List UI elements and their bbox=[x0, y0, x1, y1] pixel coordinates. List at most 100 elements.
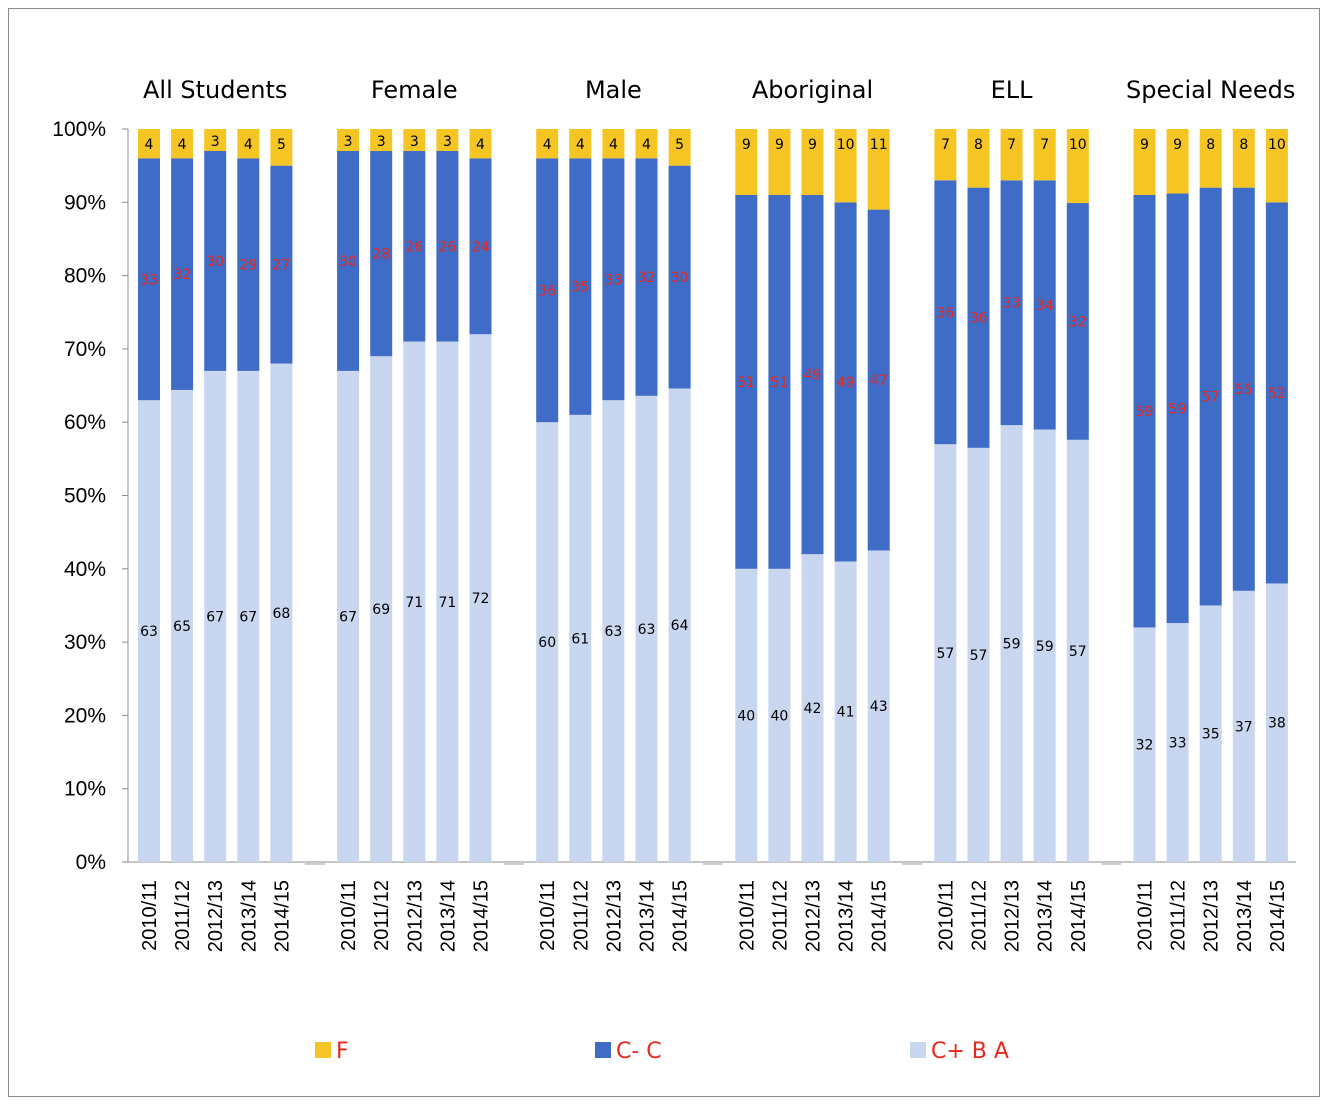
bar-segment bbox=[1199, 187, 1222, 606]
bar-segment bbox=[735, 194, 758, 569]
bar-segment bbox=[536, 129, 559, 159]
x-tick-label: 2010/11 bbox=[736, 880, 758, 951]
x-tick-label: 2012/13 bbox=[603, 880, 625, 952]
bar-segment bbox=[138, 158, 160, 401]
bar-segment bbox=[403, 341, 426, 862]
data-label: 35 bbox=[1202, 727, 1220, 743]
bar-segment bbox=[768, 129, 791, 195]
bar-segment bbox=[204, 150, 227, 371]
data-label: 24 bbox=[472, 239, 490, 255]
data-label: 26 bbox=[438, 239, 456, 255]
legend-swatch bbox=[315, 1042, 331, 1058]
bar-segment bbox=[602, 158, 625, 401]
bar-segment bbox=[1000, 129, 1023, 181]
data-label: 3 bbox=[377, 134, 386, 150]
bar-segment bbox=[270, 165, 293, 364]
bar-segment bbox=[602, 129, 625, 159]
bar-segment bbox=[370, 356, 393, 862]
bar-segment bbox=[1066, 203, 1089, 440]
bar-segment bbox=[569, 414, 592, 862]
data-label: 57 bbox=[970, 648, 988, 664]
bar-segment bbox=[967, 447, 990, 862]
bar-segment bbox=[768, 194, 791, 569]
legend-label: C- C bbox=[616, 1039, 662, 1064]
bar-segment bbox=[1232, 129, 1255, 188]
bar-segment bbox=[469, 129, 492, 159]
data-label: 8 bbox=[974, 137, 983, 153]
data-label: 47 bbox=[870, 373, 888, 389]
bar-segment bbox=[1232, 187, 1255, 591]
data-label: 57 bbox=[936, 646, 954, 662]
bar-segment bbox=[171, 158, 194, 390]
bar-segment bbox=[436, 129, 459, 151]
data-label: 52 bbox=[1268, 386, 1286, 402]
bar-segment bbox=[635, 395, 658, 862]
x-tick-label: 2011/12 bbox=[172, 880, 194, 951]
data-label: 40 bbox=[737, 708, 755, 724]
x-tick-label: 2013/14 bbox=[238, 880, 260, 952]
data-label: 3 bbox=[443, 134, 452, 150]
x-tick-label: 2014/15 bbox=[471, 880, 493, 952]
data-label: 49 bbox=[804, 368, 822, 384]
data-label: 63 bbox=[140, 624, 158, 640]
bar-segment bbox=[934, 180, 957, 445]
data-label: 36 bbox=[936, 305, 954, 321]
x-tick-label: 2010/11 bbox=[935, 880, 957, 951]
bar-segment bbox=[1166, 193, 1189, 624]
bar-segment bbox=[834, 561, 857, 862]
x-tick-label: 2010/11 bbox=[338, 880, 360, 951]
x-tick-label: 2011/12 bbox=[371, 880, 393, 951]
data-label: 51 bbox=[737, 375, 755, 391]
data-label: 59 bbox=[1169, 401, 1187, 417]
x-tick-label: 2012/13 bbox=[205, 880, 227, 952]
bar-segment bbox=[370, 150, 393, 357]
data-label: 65 bbox=[173, 619, 191, 635]
data-label: 27 bbox=[272, 258, 290, 274]
data-label: 67 bbox=[206, 609, 224, 625]
x-tick-label: 2013/14 bbox=[836, 880, 858, 952]
data-label: 38 bbox=[1268, 716, 1286, 732]
bar-segment bbox=[668, 129, 691, 166]
bar-segment bbox=[1133, 129, 1156, 195]
bar-segment bbox=[1265, 202, 1288, 584]
y-tick-label: 100% bbox=[52, 118, 106, 141]
y-tick-label: 70% bbox=[64, 338, 106, 361]
bar-segment bbox=[469, 334, 492, 862]
data-label: 43 bbox=[870, 699, 888, 715]
bar-segment bbox=[536, 422, 559, 862]
bar-segment bbox=[1033, 129, 1056, 181]
y-tick-label: 0% bbox=[76, 851, 106, 874]
bar-segment bbox=[138, 129, 160, 159]
x-tick-label: 2011/12 bbox=[570, 880, 592, 951]
bar-segment bbox=[934, 444, 957, 862]
bar-segment bbox=[934, 129, 957, 181]
data-label: 9 bbox=[808, 137, 817, 153]
bar-segment bbox=[1133, 194, 1156, 628]
data-label: 34 bbox=[1036, 298, 1054, 314]
y-tick-label: 50% bbox=[64, 485, 106, 508]
bar-segment bbox=[237, 129, 260, 159]
data-label: 32 bbox=[1069, 314, 1087, 330]
bar-segment bbox=[1232, 590, 1255, 862]
data-label: 3 bbox=[211, 134, 220, 150]
y-tick-label: 30% bbox=[64, 631, 106, 654]
data-label: 36 bbox=[538, 283, 556, 299]
data-label: 36 bbox=[970, 311, 988, 327]
bar-segment bbox=[337, 129, 360, 151]
data-label: 72 bbox=[472, 591, 490, 607]
data-label: 9 bbox=[742, 137, 751, 153]
bar-segment bbox=[967, 187, 990, 448]
data-label: 63 bbox=[604, 624, 622, 640]
data-label: 4 bbox=[642, 137, 651, 153]
bar-segment bbox=[1066, 439, 1089, 862]
data-label: 68 bbox=[272, 606, 290, 622]
bar-segment bbox=[602, 400, 625, 862]
data-label: 63 bbox=[638, 622, 656, 638]
data-label: 8 bbox=[1206, 137, 1215, 153]
data-label: 30 bbox=[671, 270, 689, 286]
bar-segment bbox=[171, 389, 194, 862]
bar-segment bbox=[834, 202, 857, 562]
bar-segment bbox=[237, 158, 260, 371]
bar-segment bbox=[436, 341, 459, 862]
bar-segment bbox=[1265, 129, 1288, 203]
